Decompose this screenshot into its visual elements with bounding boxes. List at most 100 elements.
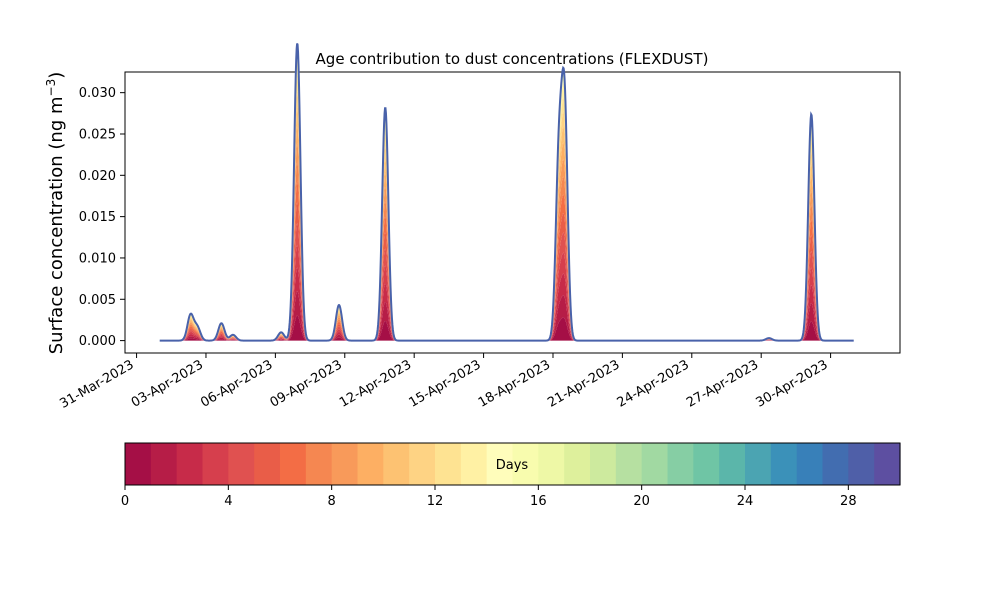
age-area-14	[159, 57, 854, 341]
y-tick-label: 0.010	[79, 251, 116, 266]
age-area-17	[159, 51, 854, 341]
age-area-7	[159, 161, 854, 341]
y-tick-label: 0.015	[79, 210, 116, 225]
colorbar-cell	[641, 443, 669, 485]
age-area-2	[159, 267, 854, 341]
colorbar-cell	[564, 443, 591, 485]
x-tick-label: 24-Apr-2023	[615, 357, 692, 410]
y-tick-label: 0.025	[79, 127, 116, 142]
age-area-11	[159, 91, 854, 341]
colorbar-cell	[848, 443, 875, 485]
age-area-4	[159, 222, 854, 341]
chart-title: Age contribution to dust concentrations …	[316, 50, 709, 68]
colorbar-cell	[460, 443, 488, 485]
y-tick-label: 0.020	[79, 169, 116, 184]
plot-frame	[124, 71, 901, 354]
colorbar-cell	[796, 443, 824, 485]
colorbar-frame	[124, 442, 901, 486]
colorbar-cell	[202, 443, 229, 485]
age-area-29	[159, 43, 854, 341]
age-area-21	[159, 47, 854, 341]
colorbar-cell	[667, 443, 694, 485]
age-area-6	[159, 181, 854, 341]
colorbar-tick-label: 8	[328, 494, 336, 509]
age-areas	[159, 43, 854, 341]
age-area-9	[159, 124, 854, 341]
age-area-3	[159, 244, 854, 341]
age-area-1	[159, 291, 854, 341]
colorbar-cell	[615, 443, 643, 485]
colorbar-cell	[176, 443, 204, 485]
age-area-28	[159, 43, 854, 341]
y-tick-label: 0.030	[79, 86, 116, 101]
colorbar-cell	[538, 443, 565, 485]
colorbar-cell	[228, 443, 255, 485]
y-axis-label: Surface concentration (ng m−3)	[44, 72, 67, 355]
age-area-23	[159, 45, 854, 341]
x-tick-label: 15-Apr-2023	[406, 357, 483, 410]
colorbar-cell	[357, 443, 384, 485]
x-axis: 31-Mar-202303-Apr-202306-Apr-202309-Apr-…	[57, 353, 832, 412]
x-tick-label: 03-Apr-2023	[129, 357, 206, 410]
colorbar-cell	[435, 443, 462, 485]
age-area-18	[159, 50, 854, 341]
y-axis-label-text: Surface concentration (ng m	[46, 96, 67, 354]
plot-area	[124, 43, 901, 354]
colorbar-cell	[822, 443, 849, 485]
age-area-19	[159, 49, 854, 341]
age-area-25	[159, 44, 854, 341]
colorbar-cell	[486, 443, 514, 485]
x-tick-label: 06-Apr-2023	[198, 357, 275, 410]
y-tick-label: 0.000	[79, 334, 116, 349]
colorbar-cell	[125, 443, 152, 485]
age-area-20	[159, 47, 854, 341]
x-tick-label: 12-Apr-2023	[337, 357, 414, 410]
colorbar-tick-label: 0	[121, 494, 129, 509]
x-tick-label: 30-Apr-2023	[753, 357, 830, 410]
y-axis-label-close: )	[46, 72, 67, 79]
colorbar-cell	[254, 443, 281, 485]
x-tick-label: 31-Mar-2023	[57, 357, 136, 411]
colorbar-cell	[874, 443, 901, 485]
age-area-5	[159, 201, 854, 341]
age-area-10	[159, 107, 854, 341]
colorbar-cell	[770, 443, 798, 485]
colorbar-cell	[512, 443, 539, 485]
colorbar-cell	[305, 443, 333, 485]
colorbar-cell	[331, 443, 359, 485]
colorbar-cell	[745, 443, 772, 485]
colorbar: Days 0 4 8 12 16 20 24 28	[121, 442, 901, 509]
colorbar-cell	[150, 443, 178, 485]
x-tick-label: 21-Apr-2023	[545, 357, 622, 410]
colorbar-tick-label: 12	[427, 494, 444, 509]
colorbar-cell	[280, 443, 307, 485]
age-area-13	[159, 60, 854, 341]
age-area-24	[159, 45, 854, 341]
y-tick-label: 0.005	[79, 293, 116, 308]
colorbar-tick-label: 16	[530, 494, 547, 509]
x-tick-label: 18-Apr-2023	[476, 357, 553, 410]
colorbar-tick-label: 4	[224, 494, 232, 509]
x-tick-label: 27-Apr-2023	[684, 357, 761, 410]
age-area-0	[159, 315, 854, 341]
colorbar-cell	[409, 443, 436, 485]
colorbar-label: Days	[496, 458, 529, 473]
y-axis-label-exponent: −3	[44, 79, 58, 97]
age-area-22	[159, 46, 854, 341]
age-area-15	[159, 55, 854, 341]
colorbar-tick-label: 28	[840, 494, 857, 509]
age-area-27	[159, 44, 854, 341]
colorbar-cell	[383, 443, 410, 485]
age-area-8	[159, 142, 854, 341]
colorbar-cell	[693, 443, 720, 485]
y-axis: 0.000 0.005 0.010 0.015 0.020 0.025 0.030	[79, 86, 125, 349]
colorbar-tick-label: 20	[633, 494, 650, 509]
x-tick-label: 09-Apr-2023	[268, 357, 345, 410]
colorbar-cell	[719, 443, 746, 485]
svg-text:Surface concentration (ng m−3): Surface concentration (ng m−3)	[44, 72, 67, 355]
age-area-26	[159, 44, 854, 341]
total-concentration-line	[159, 43, 854, 342]
total-line	[159, 43, 854, 342]
colorbar-cell	[590, 443, 617, 485]
